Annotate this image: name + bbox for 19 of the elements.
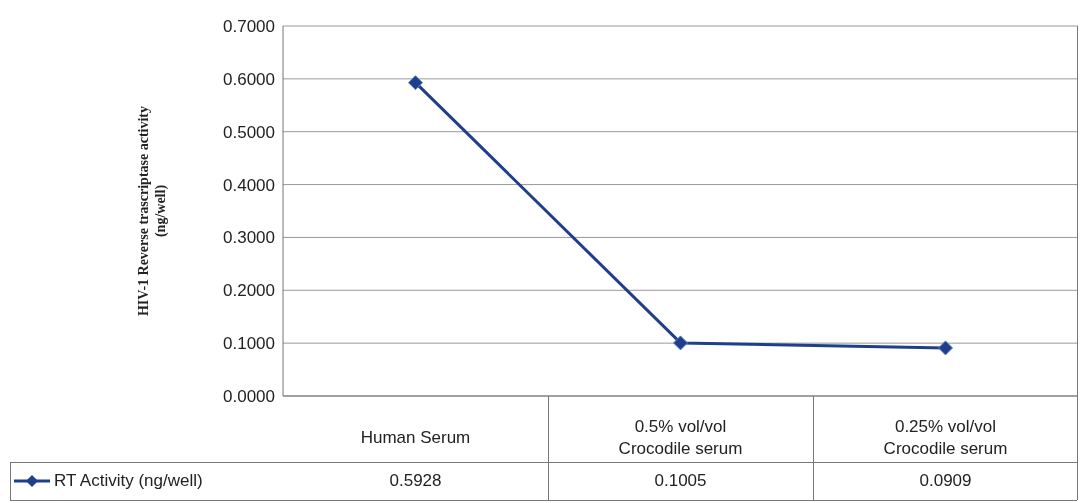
y-tick-label: 0.1000: [223, 334, 275, 354]
y-tick-label: 0.7000: [223, 17, 275, 37]
x-tick-label: 0.5% vol/vol Crocodile serum: [618, 417, 743, 458]
point: [408, 75, 423, 91]
legend-label: RT Activity (ng/well): [54, 471, 203, 491]
y-tick-label: 0.6000: [223, 69, 275, 89]
y-axis-title: HIV-1 Reverse trascriptase activity (ng/well): [136, 105, 169, 317]
point: [938, 340, 953, 356]
x-tick-label: 0.25% vol/vol Crocodile serum: [883, 417, 1008, 458]
x-tick-label: Human Serum: [360, 428, 471, 447]
point: [673, 335, 688, 351]
y-tick-label: 0.2000: [223, 281, 275, 301]
data-label: 0.5928: [388, 470, 443, 492]
y-tick-label: 0.5000: [223, 122, 275, 142]
data-label: 0.0909: [918, 470, 973, 492]
y-tick-label: 0.3000: [223, 228, 275, 248]
y-tick-label: 0.0000: [223, 387, 275, 407]
y-tick-label: 0.4000: [223, 175, 275, 195]
data-label: 0.1005: [653, 470, 708, 492]
